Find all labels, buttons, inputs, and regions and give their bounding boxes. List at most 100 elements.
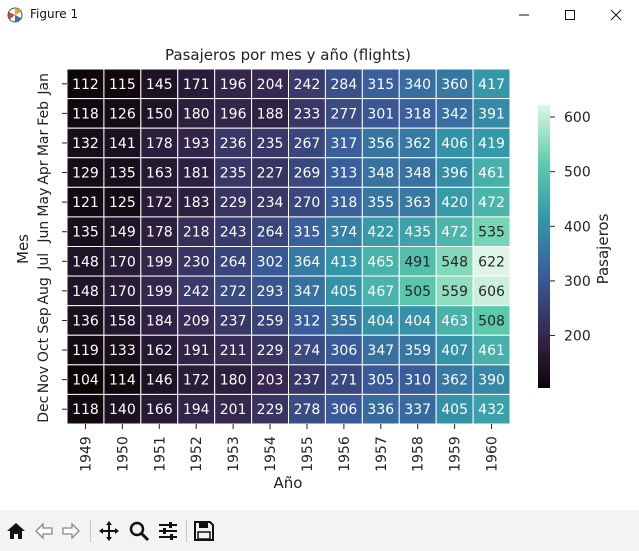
minimize-button[interactable] [501, 0, 547, 30]
cell-value-label: 180 [220, 373, 247, 389]
heatmap-cell [472, 68, 511, 100]
heatmap-cell [435, 186, 474, 218]
cell-value-label: 132 [72, 136, 99, 152]
cell-value-label: 148 [72, 254, 99, 270]
home-button[interactable] [3, 518, 29, 544]
cell-value-label: 355 [367, 195, 394, 211]
cell-value-label: 404 [404, 313, 431, 329]
cell-value-label: 136 [72, 313, 99, 329]
back-button[interactable] [31, 518, 57, 544]
cell-value-label: 267 [294, 136, 321, 152]
colorbar [538, 105, 550, 388]
cell-value-label: 183 [183, 195, 210, 211]
figure-canvas[interactable]: Pasajeros por mes y año (flights) 112 115… [0, 30, 639, 510]
cell-value-label: 396 [441, 166, 468, 182]
minimize-icon [519, 14, 529, 16]
cell-value-label: 461 [478, 166, 505, 182]
heatmap-cell [288, 305, 326, 336]
cell-value-label: 315 [294, 225, 321, 241]
heatmap-cell [288, 216, 326, 248]
x-tick-label: 1949 [78, 436, 94, 472]
y-tick-label: Dec [36, 396, 52, 423]
y-tick-labels: Jan Feb Mar Apr May Jun Jul Aug Sep Oct Nov Dec [36, 73, 67, 423]
cell-value-label: 201 [220, 402, 247, 418]
heatmap-cell [140, 186, 179, 218]
heatmap-cell [361, 393, 400, 425]
y-tick-label: Feb [36, 101, 52, 126]
heatmap-cell [103, 98, 142, 129]
heatmap-cell [472, 186, 511, 218]
cell-value-label: 505 [404, 284, 431, 300]
cell-value-label: 114 [109, 373, 136, 389]
forward-button[interactable] [58, 518, 84, 544]
cell-value-label: 162 [146, 343, 173, 359]
cell-value-label: 171 [183, 77, 210, 93]
cell-value-label: 302 [257, 254, 284, 270]
cell-value-label: 229 [257, 402, 284, 418]
heatmap-cell [398, 98, 437, 129]
cell-value-label: 229 [257, 343, 284, 359]
cell-value-label: 417 [478, 77, 505, 93]
x-tick-label: 1959 [448, 436, 464, 472]
heatmap-cell [140, 68, 179, 100]
close-button[interactable] [593, 0, 639, 30]
x-tick-label: 1952 [189, 436, 205, 472]
cell-value-label: 264 [220, 254, 247, 270]
heatmap-cell [103, 334, 142, 366]
cell-value-label: 413 [331, 254, 358, 270]
y-tick-label: Jan [36, 73, 52, 96]
heatmap-cell [288, 98, 326, 129]
cell-value-label: 148 [72, 284, 99, 300]
colorbar-tick-label: 600 [564, 110, 591, 126]
heatmap-cell [251, 98, 289, 129]
cell-value-label: 435 [404, 225, 431, 241]
cell-value-label: 188 [257, 106, 284, 122]
cell-value-label: 234 [257, 195, 284, 211]
cell-value-label: 272 [220, 284, 247, 300]
cell-value-label: 508 [478, 313, 505, 329]
heatmap-cell [66, 68, 105, 100]
maximize-button[interactable] [547, 0, 593, 30]
heatmap-cell [251, 334, 289, 366]
configure-subplots-button[interactable] [155, 518, 181, 544]
cell-value-label: 301 [367, 106, 394, 122]
colorbar-tick-label: 300 [564, 274, 591, 290]
cell-value-label: 315 [367, 77, 394, 93]
cell-value-label: 115 [109, 77, 136, 93]
heatmap-cell [435, 157, 474, 188]
cell-value-label: 306 [331, 343, 358, 359]
heatmap-cell [177, 127, 216, 159]
save-button[interactable] [191, 518, 217, 544]
heatmap-cell [361, 216, 400, 248]
cell-value-label: 348 [404, 166, 431, 182]
cell-value-label: 204 [257, 77, 284, 93]
heatmap-cell [361, 334, 400, 366]
y-tick-label: Jul [36, 253, 52, 271]
y-axis-label: Mes [14, 234, 32, 264]
cell-value-label: 196 [220, 77, 247, 93]
heatmap-cell [251, 305, 289, 336]
cell-value-label: 119 [72, 343, 99, 359]
cell-value-label: 158 [109, 313, 136, 329]
heatmap-cell [435, 364, 474, 395]
cell-value-label: 359 [404, 343, 431, 359]
forward-icon [62, 522, 80, 540]
cell-value-label: 104 [72, 373, 99, 389]
heatmap-cell [324, 393, 363, 425]
heatmap-cell [214, 157, 253, 188]
heatmap-cell [435, 305, 474, 336]
cell-value-label: 472 [441, 225, 468, 241]
y-tick-label: Sep [36, 307, 52, 334]
cell-value-label: 472 [478, 195, 505, 211]
heatmap-cell [177, 275, 216, 307]
zoom-button[interactable] [126, 518, 152, 544]
cell-value-label: 356 [367, 136, 394, 152]
cell-value-label: 135 [109, 166, 136, 182]
cell-value-label: 235 [257, 136, 284, 152]
cell-value-label: 121 [72, 195, 99, 211]
pan-button[interactable] [96, 518, 122, 544]
heatmap-cell [214, 305, 253, 336]
cell-value-label: 312 [294, 313, 321, 329]
cell-value-label: 178 [146, 225, 173, 241]
heatmap-cell [251, 275, 289, 307]
